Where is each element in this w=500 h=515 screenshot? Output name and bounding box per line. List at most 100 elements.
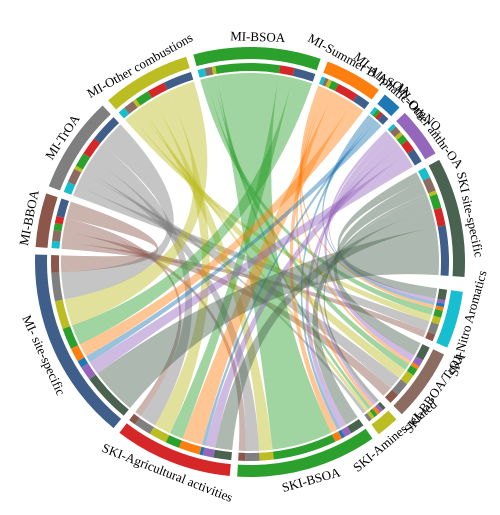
ribbon (64, 81, 208, 326)
inner-segment (401, 140, 414, 154)
inner-segment (238, 452, 246, 461)
inner-segment (369, 408, 378, 418)
group-arc (396, 112, 436, 160)
inner-segment (77, 357, 89, 368)
inner-segment (163, 71, 194, 90)
inner-segment (433, 207, 446, 227)
inner-segment (197, 68, 207, 78)
group-arc (119, 423, 231, 477)
inner-segment (377, 401, 386, 411)
ribbon (289, 89, 338, 433)
inner-segment (375, 111, 384, 121)
inner-segment (147, 82, 168, 99)
inner-segment (118, 107, 130, 119)
inner-segment (149, 427, 170, 443)
inner-segment (124, 101, 138, 114)
inner-segment (202, 447, 215, 458)
group-arc (393, 349, 445, 415)
inner-segment (51, 272, 63, 302)
inner-segment (199, 446, 205, 456)
inner-segment (407, 149, 422, 166)
inner-segment (70, 345, 85, 362)
ribbon (79, 102, 364, 357)
inner-segment (384, 389, 398, 403)
inner-segment (372, 406, 381, 415)
group-arc (193, 46, 321, 71)
ribbon (153, 91, 210, 434)
inner-segment (93, 117, 120, 144)
ribbon (182, 92, 353, 445)
inner-segment (83, 138, 101, 158)
inner-segment (435, 305, 444, 311)
inner-segment (374, 404, 383, 413)
inner-segment (325, 79, 332, 88)
ribbon (217, 73, 332, 450)
group-arc (436, 290, 463, 348)
inner-segment (364, 412, 372, 422)
inner-segment (52, 230, 62, 242)
ribbon (299, 85, 435, 309)
ribbon (61, 124, 174, 300)
inner-segment (418, 167, 431, 181)
inner-segment (387, 123, 396, 132)
inner-segment (53, 222, 63, 232)
ribbon (89, 154, 414, 374)
group-arc (377, 94, 400, 117)
group-arc (237, 428, 373, 477)
inner-segment (429, 193, 442, 210)
ribbon (333, 181, 427, 356)
inner-segment (204, 66, 214, 77)
group-arc (428, 159, 465, 277)
inner-segment (165, 435, 182, 448)
inner-segment (67, 168, 82, 186)
inner-segment (54, 215, 65, 225)
group-arc (371, 410, 397, 435)
inner-segment (416, 344, 430, 361)
inner-segment (279, 65, 295, 76)
inner-segment (431, 315, 442, 325)
ribbon (97, 227, 440, 409)
inner-segment (341, 426, 352, 437)
inner-segment (56, 198, 69, 218)
inner-segment (89, 374, 129, 416)
inner-segment (62, 326, 79, 349)
inner-segment (406, 365, 418, 376)
inner-segment (353, 94, 370, 110)
group-arc (35, 193, 58, 248)
inner-segment (75, 153, 91, 170)
inner-segment (369, 107, 378, 116)
inner-segment (338, 429, 346, 439)
ribbon (324, 133, 415, 362)
inner-segment (292, 68, 316, 82)
inner-segment (366, 410, 375, 420)
inner-segment (389, 126, 401, 138)
inner-segment (272, 434, 336, 460)
inner-segment (437, 288, 448, 301)
inner-segment (50, 255, 60, 273)
ribbon (138, 107, 369, 412)
ribbon (312, 197, 432, 425)
inner-segment (372, 109, 381, 118)
ribbon (72, 77, 313, 345)
inner-segment (245, 452, 260, 462)
inner-segment (347, 418, 364, 434)
inner-segment (134, 417, 154, 435)
inner-segment (377, 114, 389, 125)
group-arc (35, 254, 122, 429)
inner-segment (51, 240, 61, 249)
group-arc (108, 56, 190, 110)
group-arc (323, 61, 379, 100)
inner-segment (54, 299, 71, 329)
inner-segment (391, 379, 408, 396)
inner-segment (63, 181, 76, 195)
ribbon (61, 241, 426, 338)
inner-segment (410, 362, 420, 370)
inner-segment (213, 449, 232, 461)
inner-segment (433, 308, 443, 318)
inner-segment (400, 370, 414, 385)
group-arc (48, 105, 111, 191)
inner-segment (319, 76, 326, 86)
inner-segment (259, 451, 274, 461)
group-label: MI-BSOA (230, 28, 286, 45)
